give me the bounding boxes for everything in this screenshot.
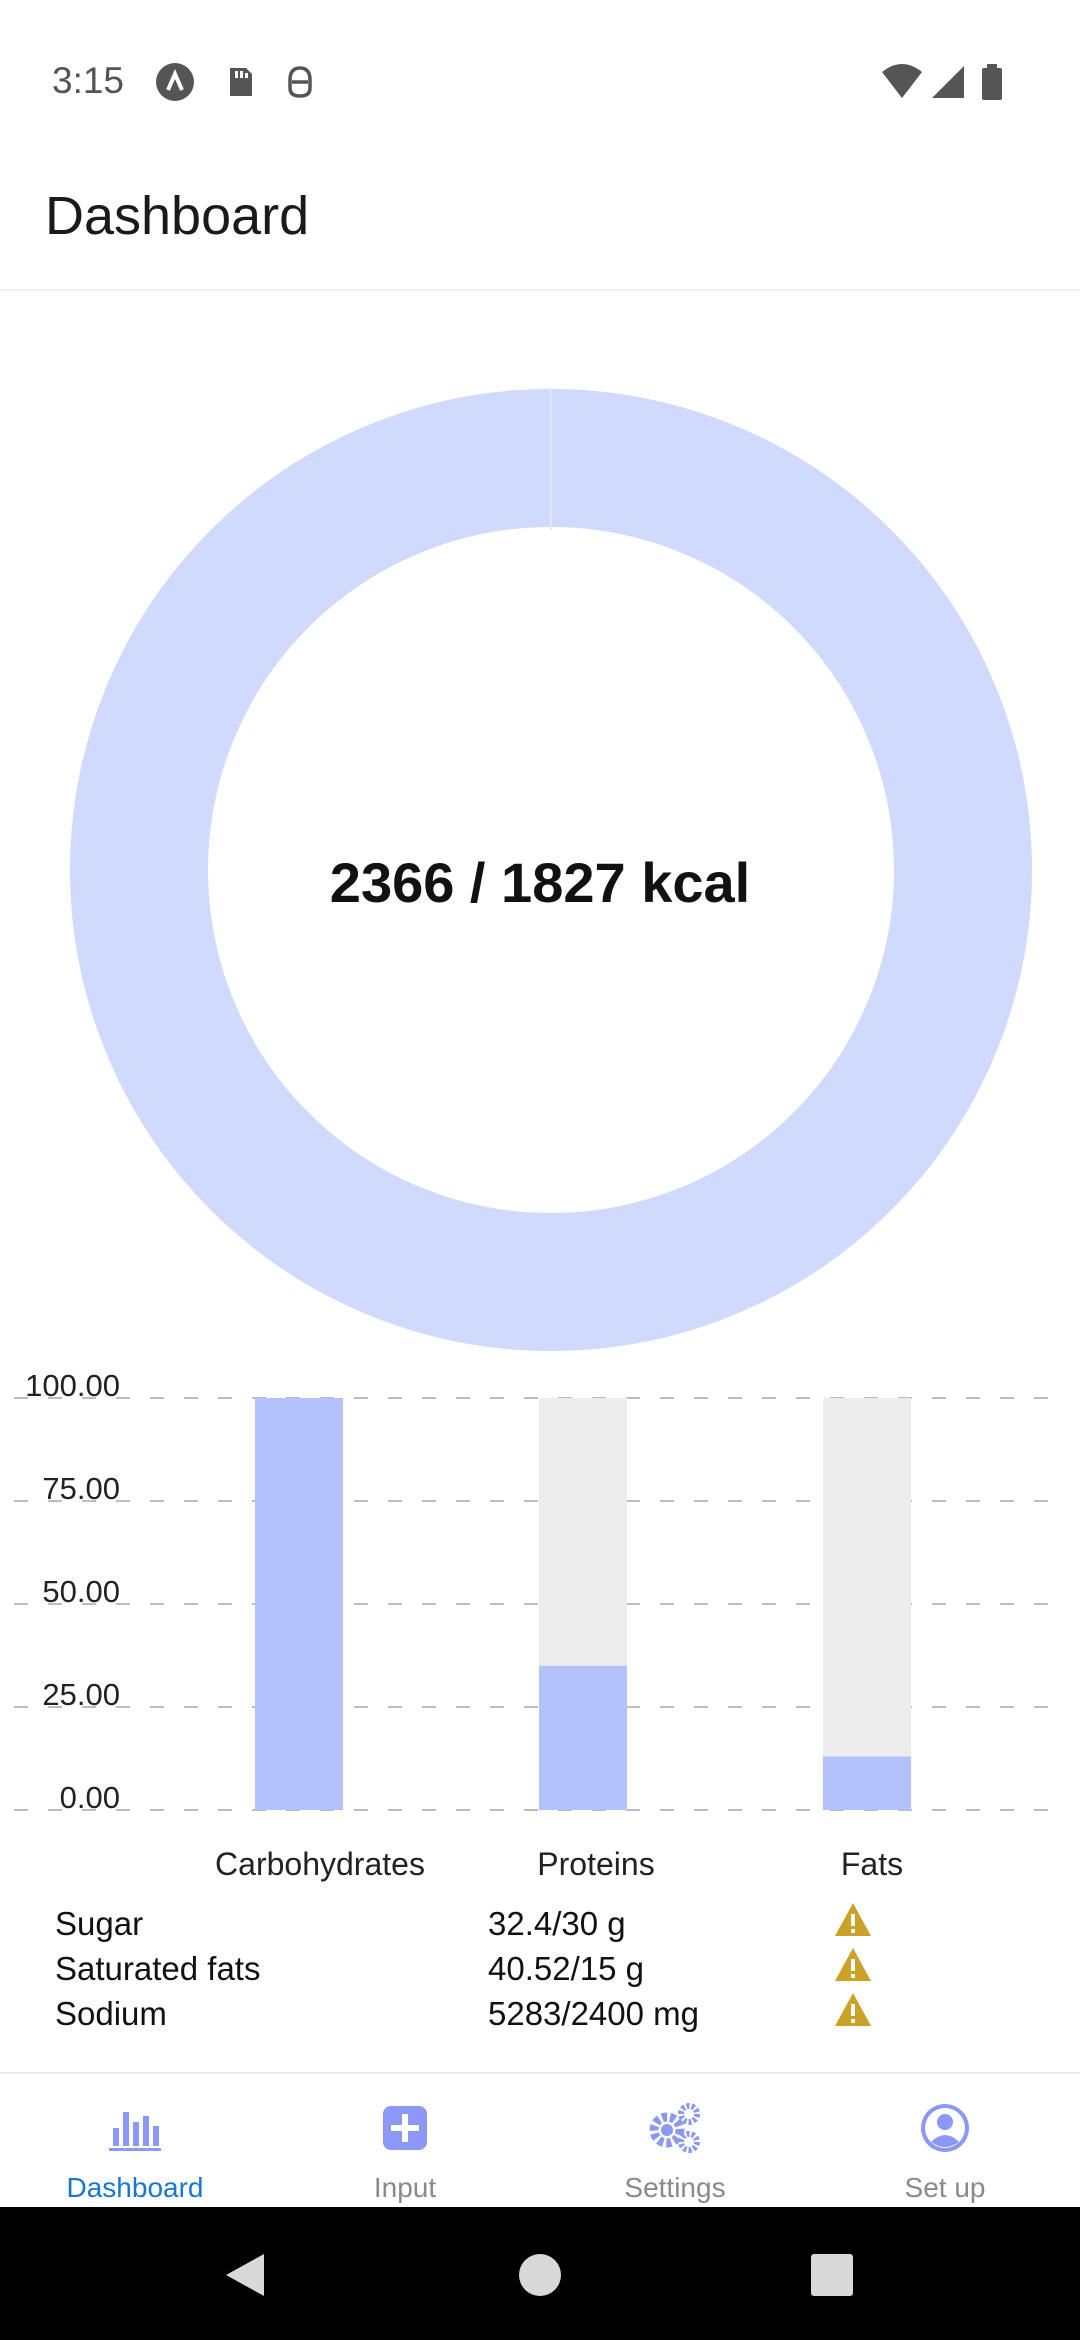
calorie-ring — [70, 388, 1032, 1351]
plus-square-icon — [383, 2106, 427, 2150]
y-tick-label: 100.00 — [25, 1368, 120, 1403]
macro-bar-chart-svg: 100.00 75.00 50.00 25.00 0.00 Carbohydrates Pr… — [14, 1368, 1065, 1882]
gears-icon — [649, 2103, 700, 2153]
status-time: 3:15 — [52, 60, 125, 101]
bar-track — [823, 1398, 911, 1810]
app-bar: Dashboard — [0, 165, 1080, 291]
bar-carbohydrates — [255, 1398, 343, 1810]
page-title: Dashboard — [45, 186, 310, 246]
debug-icon — [288, 66, 312, 98]
user-circle-icon — [921, 2104, 969, 2152]
y-tick-label: 25.00 — [42, 1677, 120, 1712]
alert-name: Saturated fats — [55, 1950, 261, 1987]
status-bar: 3:15 — [0, 0, 1080, 165]
category-label: Fats — [841, 1846, 903, 1882]
alert-row-sodium: Sodium 5283/2400 mg — [0, 1993, 1080, 2040]
cell-signal-icon — [932, 66, 964, 98]
alert-row-sugar: Sugar 32.4/30 g — [0, 1903, 1080, 1950]
recents-icon[interactable] — [811, 2254, 853, 2296]
alert-value: 40.52/15 g — [488, 1950, 644, 1987]
nav-tab-settings[interactable]: Settings — [540, 2074, 810, 2209]
battery-icon — [982, 64, 1002, 100]
nav-tab-dashboard[interactable]: Dashboard — [0, 2074, 270, 2209]
macro-bar-chart: 100.00 75.00 50.00 25.00 0.00 Carbohydrates Pr… — [0, 1360, 1080, 1920]
warning-icon — [835, 1993, 871, 2026]
bar-proteins — [539, 1665, 627, 1810]
warning-icon — [835, 1948, 871, 1981]
nav-label: Set up — [904, 2172, 986, 2203]
back-icon[interactable] — [222, 2252, 266, 2298]
app-notification-icon — [156, 63, 194, 101]
y-tick-label: 75.00 — [42, 1471, 120, 1506]
sd-card-icon — [230, 68, 252, 96]
alert-value: 5283/2400 mg — [488, 1995, 700, 2032]
bottom-navigation: Dashboard Input Settings Set up — [0, 2072, 1080, 2209]
nav-tab-set-up[interactable]: Set up — [810, 2074, 1080, 2209]
y-tick-label: 0.00 — [60, 1780, 120, 1815]
bar-chart-icon — [109, 2112, 161, 2151]
nav-tab-input[interactable]: Input — [270, 2074, 540, 2209]
category-label: Proteins — [537, 1846, 654, 1882]
system-navigation-bar — [0, 2207, 1080, 2340]
category-label: Carbohydrates — [215, 1846, 425, 1882]
nav-label: Input — [373, 2172, 437, 2203]
nav-label: Settings — [624, 2172, 726, 2203]
bar-fats — [823, 1756, 911, 1810]
calorie-donut-chart: 2366 / 1827 kcal — [0, 380, 1080, 1360]
y-tick-label: 50.00 — [42, 1574, 120, 1609]
warning-icon — [835, 1903, 871, 1936]
alert-name: Sodium — [55, 1995, 167, 2032]
home-icon[interactable] — [518, 2253, 562, 2297]
alert-row-saturated-fats: Saturated fats 40.52/15 g — [0, 1948, 1080, 1995]
nav-label: Dashboard — [66, 2172, 204, 2203]
alert-value: 32.4/30 g — [488, 1905, 626, 1942]
wifi-icon — [882, 64, 922, 98]
calorie-total-label: 2366 / 1827 kcal — [329, 851, 751, 914]
alert-name: Sugar — [55, 1905, 144, 1942]
